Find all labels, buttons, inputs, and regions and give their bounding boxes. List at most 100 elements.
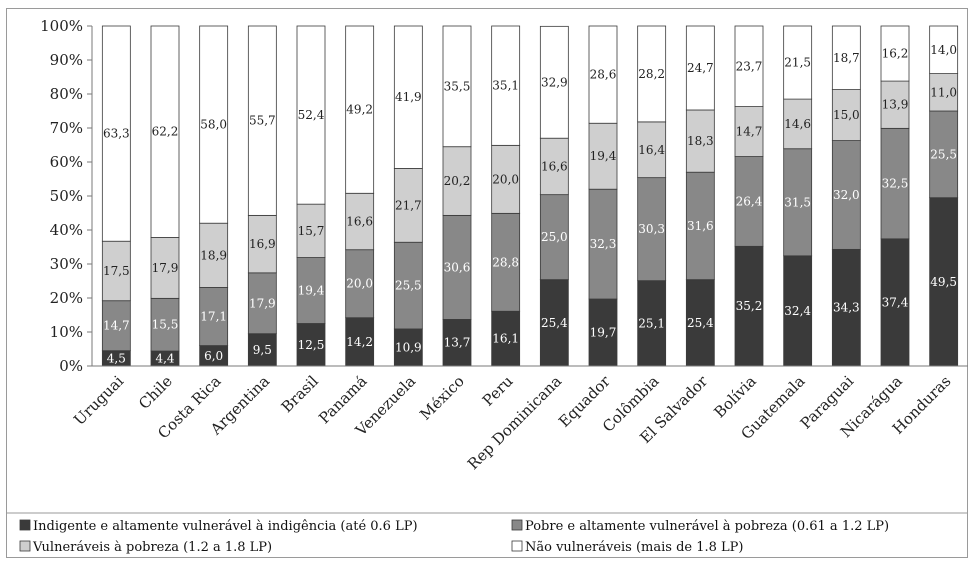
bar-segment [685, 25, 715, 111]
data-label: 13,9 [882, 98, 909, 112]
bar-segment [588, 122, 618, 190]
bar-segment [929, 25, 959, 74]
bar-segment [491, 310, 521, 367]
data-label: 32,0 [833, 188, 860, 202]
bar-segment [491, 212, 521, 312]
bar-segment [734, 25, 764, 107]
bar-stack: 16,1 28,8 20,0 35,1 [491, 25, 521, 367]
x-tick-label: Peru [479, 372, 517, 410]
data-label: 14,7 [736, 125, 763, 139]
data-label: 16,1 [492, 332, 519, 346]
data-label: 25,4 [687, 316, 714, 330]
data-label: 17,9 [152, 261, 179, 275]
bar-segment [296, 257, 326, 324]
bar-segment [685, 109, 715, 173]
bar-stack: 25,1 30,3 16,4 28,2 [637, 25, 667, 367]
bar-stack: 35,2 26,4 14,7 23,7 [734, 25, 764, 367]
legend-swatch [511, 519, 523, 531]
legend-swatch [511, 540, 523, 552]
data-label: 49,2 [346, 103, 373, 117]
bar-segment [345, 249, 375, 319]
y-tick-label: 40% [50, 221, 83, 239]
data-label: 20,0 [346, 277, 373, 291]
bar-segment [929, 197, 959, 367]
y-tick-label: 50% [50, 187, 83, 205]
data-label: 17,9 [249, 296, 276, 310]
bar-segment [783, 255, 813, 367]
bar-segment [880, 127, 910, 240]
data-label: 21,5 [784, 56, 811, 70]
bar-segment [491, 144, 521, 214]
bar-stack: 4,4 15,5 17,9 62,2 [150, 25, 180, 367]
bar-segment [393, 168, 423, 243]
data-label: 16,2 [882, 47, 909, 61]
data-label: 26,4 [736, 194, 763, 208]
y-tick-label: 0% [59, 357, 83, 375]
bar-segment [101, 25, 131, 242]
bar-segment [491, 25, 521, 146]
data-label: 17,5 [103, 264, 130, 278]
bar-segment [929, 73, 959, 112]
bar-segment [150, 25, 180, 238]
bar-segment [199, 25, 229, 224]
data-label: 35,1 [492, 79, 519, 93]
data-label: 63,3 [103, 127, 130, 141]
data-label: 49,5 [930, 275, 957, 289]
bar-segment [442, 25, 472, 148]
data-label: 15,5 [152, 318, 179, 332]
bar-segment [588, 25, 618, 124]
data-label: 31,5 [784, 195, 811, 209]
x-tick-label: México [416, 372, 468, 424]
bar-stack: 19,7 32,3 19,4 28,6 [588, 25, 618, 367]
data-label: 18,3 [687, 134, 714, 148]
legend-label: Indigente e altamente vulnerável à indig… [33, 519, 418, 534]
data-label: 14,7 [103, 319, 130, 333]
bar-segment [296, 203, 326, 258]
bar-segment [345, 192, 375, 251]
data-label: 41,9 [395, 90, 422, 104]
bar-segment [783, 98, 813, 150]
x-tick-label: Chile [135, 372, 176, 413]
bar-segment [880, 238, 910, 367]
data-label: 11,0 [930, 85, 957, 99]
bar-stack: 9,5 17,9 16,9 55,7 [247, 25, 277, 367]
bar-segment [880, 80, 910, 129]
data-label: 4,5 [107, 351, 126, 365]
bar-segment [783, 148, 813, 257]
bar-segment [539, 194, 569, 281]
bar-segment [296, 25, 326, 205]
data-label: 12,5 [298, 338, 325, 352]
x-tick-label: Rep Dominicana [464, 372, 565, 473]
bar-segment [831, 89, 861, 141]
bar-stack: 37,4 32,5 13,9 16,2 [880, 25, 910, 367]
data-label: 23,7 [736, 59, 763, 73]
data-label: 25,1 [638, 316, 665, 330]
bar-segment [345, 25, 375, 194]
bar-segment [393, 25, 423, 169]
legend: Indigente e altamente vulnerável à indig… [7, 512, 967, 555]
data-label: 9,5 [253, 343, 272, 357]
bar-segment [101, 300, 131, 352]
data-label: 35,2 [736, 299, 763, 313]
data-label: 16,9 [249, 237, 276, 251]
legend-item: Indigente e altamente vulnerável à indig… [19, 519, 418, 534]
bar-segment [539, 279, 569, 367]
data-label: 13,7 [444, 336, 471, 350]
data-label: 19,4 [590, 149, 617, 163]
bar-segment [831, 248, 861, 367]
data-label: 55,7 [249, 114, 276, 128]
bar-segment [734, 245, 764, 367]
y-tick-label: 90% [50, 51, 83, 69]
bar-segment [880, 25, 910, 82]
bar-segment [199, 287, 229, 346]
data-label: 24,7 [687, 61, 714, 75]
data-label: 20,0 [492, 172, 519, 186]
bar-segment [150, 297, 180, 352]
bar-stack: 6,0 17,1 18,9 58,0 [199, 25, 229, 367]
bar-segment [637, 177, 667, 282]
data-label: 31,6 [687, 219, 714, 233]
data-label: 25,5 [930, 147, 957, 161]
data-label: 32,5 [882, 177, 909, 191]
data-label: 20,2 [444, 174, 471, 188]
